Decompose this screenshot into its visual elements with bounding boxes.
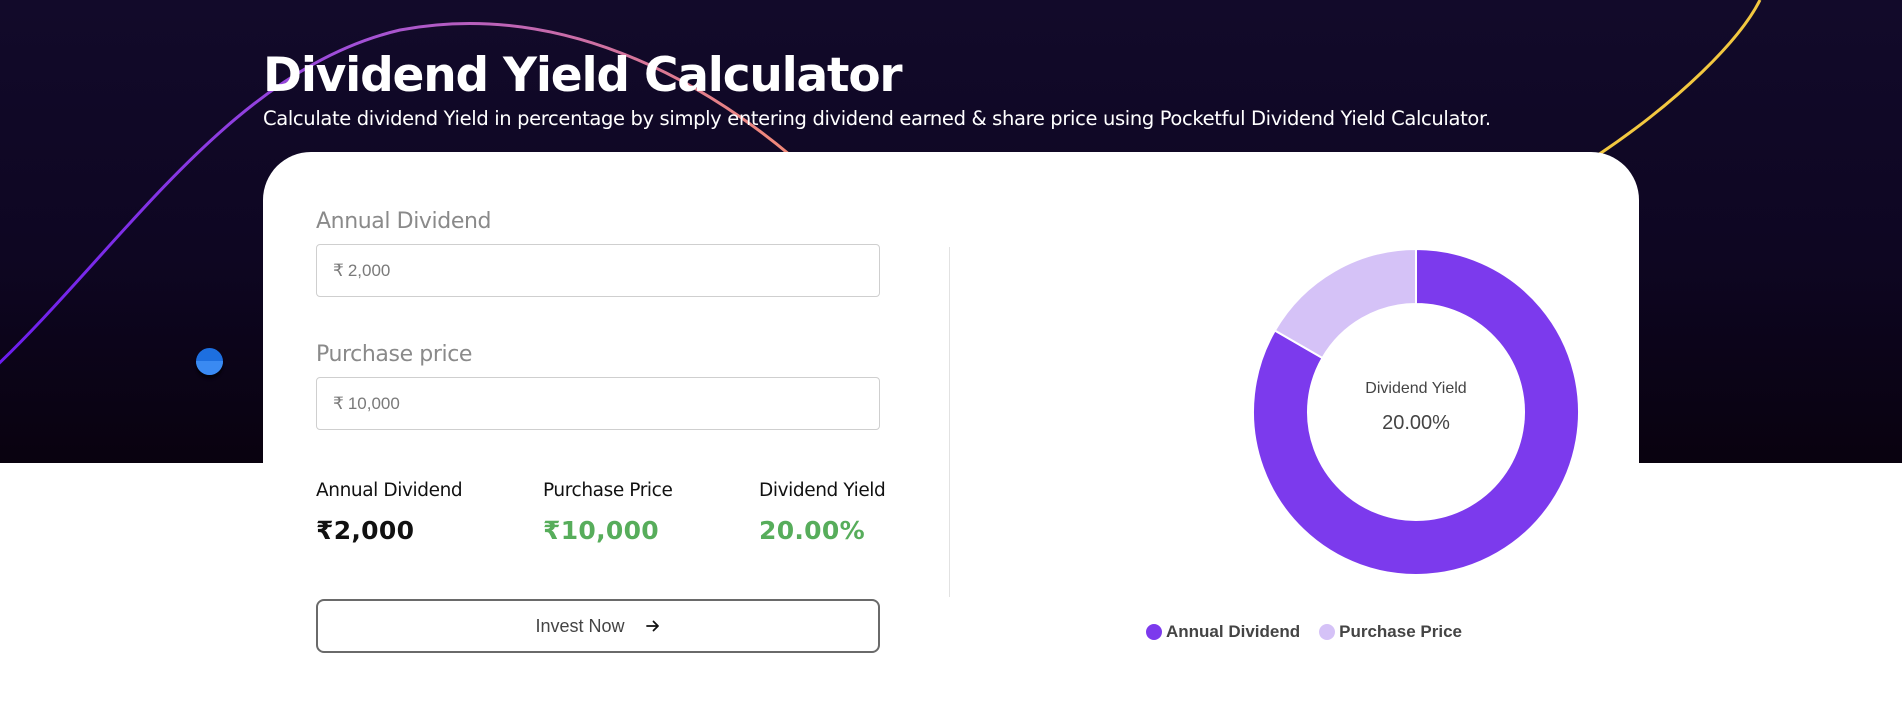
donut-chart-svg bbox=[1252, 247, 1580, 576]
slider-handle[interactable] bbox=[196, 348, 223, 375]
legend-item-purchase-price[interactable]: Purchase Price bbox=[1319, 622, 1462, 642]
donut-slice-purchase-price[interactable] bbox=[1273, 247, 1417, 360]
page-subtitle: Calculate dividend Yield in percentage b… bbox=[263, 107, 1491, 130]
yellow-arc bbox=[1597, 0, 1762, 157]
decorative-curves bbox=[0, 0, 1762, 365]
donut-slice-annual-dividend[interactable] bbox=[1252, 247, 1580, 576]
summary-dividend-yield-label: Dividend Yield bbox=[759, 480, 886, 501]
legend-item-annual-dividend[interactable]: Annual Dividend bbox=[1146, 622, 1300, 642]
summary-purchase-price-value: ₹10,000 bbox=[543, 516, 659, 545]
donut-center-value: 20.00% bbox=[1382, 412, 1450, 434]
calculator-card: Annual Dividend ₹ 2,000 Purchase price ₹… bbox=[263, 152, 1639, 727]
summary-purchase-price-label: Purchase Price bbox=[543, 480, 673, 501]
legend-swatch-annual-dividend bbox=[1146, 624, 1162, 640]
legend-label-purchase-price: Purchase Price bbox=[1339, 622, 1462, 641]
chart-legend: Annual Dividend Purchase Price bbox=[1146, 622, 1481, 642]
purchase-price-label: Purchase price bbox=[316, 342, 473, 367]
invest-now-label: Invest Now bbox=[535, 615, 625, 636]
annual-dividend-value: 2,000 bbox=[347, 260, 391, 280]
invest-now-button[interactable]: Invest Now bbox=[316, 599, 880, 653]
arrow-right-icon bbox=[645, 618, 661, 634]
legend-label-annual-dividend: Annual Dividend bbox=[1166, 622, 1301, 641]
purple-arc bbox=[0, 22, 791, 365]
currency-symbol: ₹ bbox=[333, 260, 344, 280]
donut-center-label: Dividend Yield bbox=[1365, 380, 1467, 397]
annual-dividend-input[interactable]: ₹ 2,000 bbox=[316, 244, 880, 297]
summary-annual-dividend-value: ₹2,000 bbox=[316, 516, 415, 545]
legend-swatch-purchase-price bbox=[1319, 624, 1336, 640]
summary-annual-dividend-label: Annual Dividend bbox=[316, 480, 463, 501]
purchase-price-input[interactable]: ₹ 10,000 bbox=[316, 377, 880, 430]
currency-symbol: ₹ bbox=[333, 393, 344, 413]
purchase-price-value: 10,000 bbox=[347, 393, 400, 413]
dividend-yield-donut-chart bbox=[1133, 242, 1699, 587]
divider bbox=[949, 247, 950, 597]
annual-dividend-label: Annual Dividend bbox=[316, 209, 492, 234]
page-title: Dividend Yield Calculator bbox=[263, 48, 903, 103]
summary-dividend-yield-value: 20.00% bbox=[759, 516, 865, 545]
